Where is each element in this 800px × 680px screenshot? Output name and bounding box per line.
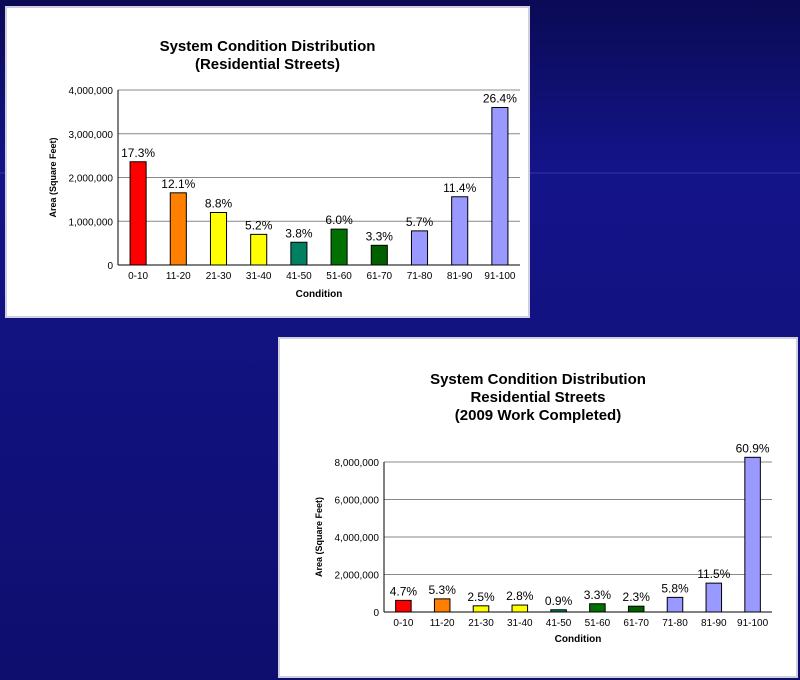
chart-panel-2: System Condition Distribution Residentia… <box>278 337 798 678</box>
bar <box>129 161 147 266</box>
data-label: 12.1% <box>161 177 195 191</box>
data-label: 2.8% <box>506 589 534 603</box>
bar <box>433 598 451 613</box>
data-label: 17.3% <box>121 146 155 160</box>
chart-panel-1: System Condition Distribution (Residenti… <box>5 6 530 318</box>
x-tick-label: 61-70 <box>623 618 649 629</box>
bar <box>410 230 429 266</box>
bar <box>370 244 388 266</box>
y-tick-label: 0 <box>373 608 379 619</box>
bar <box>395 599 412 613</box>
chart-title-line: Residential Streets <box>470 389 606 406</box>
x-tick-label: 0-10 <box>393 618 413 629</box>
data-label: 3.3% <box>584 588 612 602</box>
y-axis-label: Area (Square Feet) <box>314 497 324 577</box>
y-tick-label: 3,000,000 <box>69 130 114 141</box>
bar <box>627 605 645 613</box>
x-axis-label: Condition <box>296 289 343 300</box>
chart-title-line: (2009 Work Completed) <box>454 407 622 424</box>
data-label: 11.5% <box>697 567 730 581</box>
y-tick-label: 8,000,000 <box>335 458 380 469</box>
bar-chart-2: 0 2,000,000 4,000,000 6,000,000 8,000,000 4.7… <box>314 441 772 645</box>
data-label: 0.9% <box>545 594 573 608</box>
bar <box>250 233 268 266</box>
x-tick-label: 11-20 <box>166 271 191 282</box>
x-tick-label: 81-90 <box>701 618 727 629</box>
y-tick-label: 4,000,000 <box>69 86 114 97</box>
y-tick-label: 2,000,000 <box>335 571 380 582</box>
y-tick-label: 1,000,000 <box>69 217 114 228</box>
x-tick-label: 0-10 <box>128 271 148 282</box>
bar <box>550 609 567 613</box>
y-tick-label: 2,000,000 <box>69 174 114 185</box>
data-label: 3.8% <box>285 226 313 240</box>
bar <box>491 107 509 266</box>
bar <box>666 596 684 613</box>
y-tick-label: 6,000,000 <box>335 496 380 507</box>
x-tick-label: 51-60 <box>585 618 611 629</box>
bar <box>169 192 187 266</box>
chart-title-2: System Condition Distribution Residentia… <box>280 371 796 425</box>
x-tick-label: 21-30 <box>468 618 494 629</box>
x-tick-label: 31-40 <box>507 618 533 629</box>
data-label: 2.3% <box>623 590 651 604</box>
x-tick-label: 41-50 <box>546 618 572 629</box>
bar <box>290 241 308 266</box>
data-label: 5.2% <box>245 218 273 232</box>
data-label: 5.8% <box>661 581 689 595</box>
data-label: 5.3% <box>429 583 457 597</box>
bar <box>209 212 228 266</box>
bar <box>511 604 529 613</box>
data-label: 6.0% <box>325 213 353 227</box>
data-label: 3.3% <box>366 229 394 243</box>
x-tick-label: 91-100 <box>737 618 769 629</box>
x-tick-label: 91-100 <box>484 271 516 282</box>
chart-title-1: System Condition Distribution (Residenti… <box>7 38 528 74</box>
bar-chart-1: 0 1,000,000 2,000,000 3,000,000 4,000,000 17.… <box>48 86 520 300</box>
data-label: 11.4% <box>443 181 476 195</box>
data-label: 2.5% <box>467 590 495 604</box>
x-tick-label: 71-80 <box>662 618 688 629</box>
data-label: 8.8% <box>205 197 233 211</box>
x-tick-label: 11-20 <box>430 618 455 629</box>
chart-title-line: System Condition Distribution <box>159 38 376 55</box>
data-label: 5.7% <box>406 215 434 229</box>
bar <box>330 228 348 266</box>
chart-title-line: (Residential Streets) <box>194 56 341 73</box>
y-axis-label: Area (Square Feet) <box>48 137 58 217</box>
x-tick-label: 71-80 <box>407 271 433 282</box>
x-tick-label: 51-60 <box>326 271 352 282</box>
y-tick-label: 0 <box>107 261 113 272</box>
bar <box>472 605 490 613</box>
x-tick-label: 61-70 <box>367 271 393 282</box>
bar <box>451 196 469 266</box>
bar <box>589 603 606 613</box>
x-tick-label: 41-50 <box>286 271 312 282</box>
x-tick-label: 21-30 <box>206 271 232 282</box>
data-label: 26.4% <box>483 92 517 106</box>
bar <box>705 582 723 613</box>
bar <box>744 456 761 613</box>
x-tick-label: 81-90 <box>447 271 473 282</box>
x-tick-label: 31-40 <box>246 271 272 282</box>
data-label: 4.7% <box>390 584 418 598</box>
chart-title-line: System Condition Distribution <box>430 371 646 388</box>
data-label: 60.9% <box>736 441 770 455</box>
x-axis-label: Condition <box>555 634 602 645</box>
y-tick-label: 4,000,000 <box>335 533 380 544</box>
